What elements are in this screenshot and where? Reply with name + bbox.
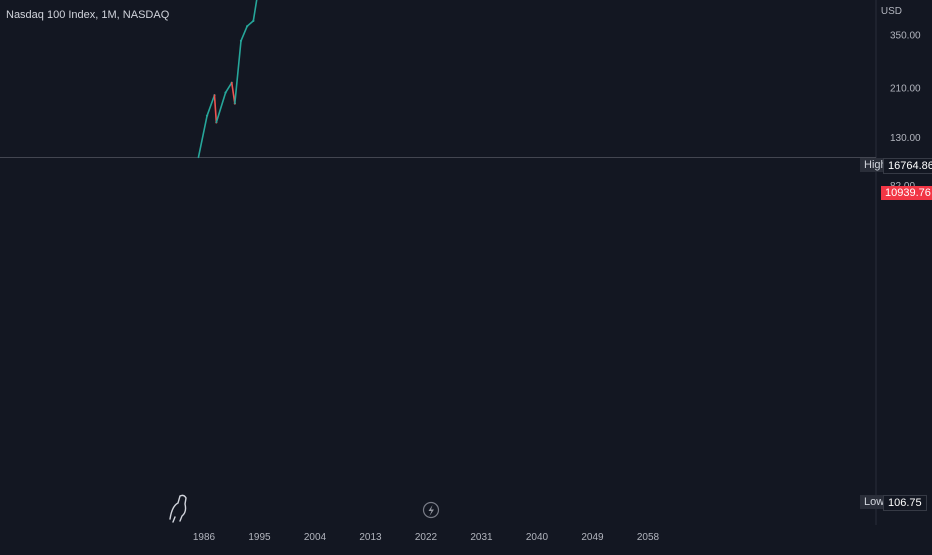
- dinosaur-logo-icon[interactable]: [169, 494, 187, 523]
- price-segment: [246, 20, 255, 27]
- x-tick-label: 2022: [415, 532, 438, 543]
- lightning-bolt-glyph: [428, 505, 434, 516]
- price-segment: [234, 39, 242, 105]
- price-segment: [240, 25, 248, 42]
- y-tick-label: 210.00: [890, 84, 921, 95]
- high-label: High: [860, 158, 891, 172]
- current-price-tag: 10939.76: [881, 186, 932, 200]
- price-segment: [213, 94, 218, 124]
- y-tick-label: 350.00: [890, 31, 921, 42]
- x-tick-label: 2004: [304, 532, 327, 543]
- price-segment: [215, 91, 227, 124]
- x-tick-label: 1995: [248, 532, 271, 543]
- low-label: Low: [860, 495, 889, 509]
- price-segment: [252, 0, 258, 22]
- y-tick-label: 130.00: [890, 133, 921, 144]
- x-tick-label: 2058: [637, 532, 660, 543]
- currency-label: USD: [880, 6, 902, 17]
- x-tick-label: 2049: [581, 532, 604, 543]
- x-tick-label: 2040: [526, 532, 549, 543]
- low-value: 106.75: [883, 495, 927, 511]
- x-tick-label: 1986: [193, 532, 216, 543]
- x-tick-label: 2031: [470, 532, 493, 543]
- chart-title: Nasdaq 100 Index, 1M, NASDAQ: [6, 9, 170, 21]
- price-segment: [197, 114, 208, 159]
- x-tick-label: 2013: [359, 532, 382, 543]
- price-segment: [230, 81, 236, 105]
- high-value: 16764.86: [883, 158, 932, 174]
- price-segment: [206, 94, 216, 117]
- price-segment: [224, 81, 233, 94]
- lightning-bolt-icon[interactable]: [422, 501, 440, 519]
